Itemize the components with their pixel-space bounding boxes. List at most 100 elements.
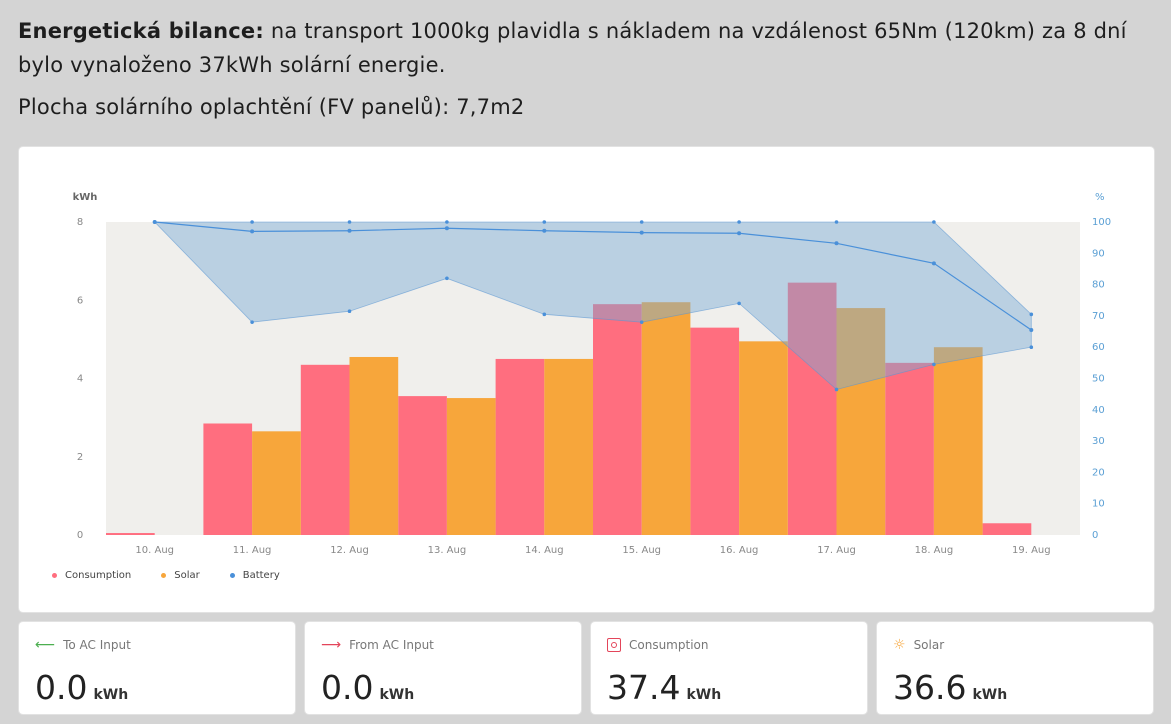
stat-from-ac-input-value: 0.0 [321,668,374,707]
stat-solar-label: Solar [913,638,945,652]
y-left-tick-4: 8 [77,217,83,228]
x-tick-2: 12. Aug [330,545,369,556]
legend-solar[interactable]: Solar [161,570,200,581]
consumption-icon [607,638,621,652]
stat-solar-header: ☼ Solar [893,638,944,652]
x-tick-3: 13. Aug [428,545,467,556]
y-right-tick-8: 80 [1092,280,1105,291]
y-right-tick-3: 30 [1092,436,1105,447]
y-left-tick-1: 2 [77,452,83,463]
bar-consumption-5 [593,304,642,535]
battery-point-4 [542,228,547,233]
y-right-tick-5: 50 [1092,374,1105,385]
stat-solar: ☼ Solar 36.6 kWh [877,622,1153,714]
battery-max-point-7 [834,220,839,224]
y-right-tick-10: 100 [1092,217,1111,228]
stat-from-ac-input-value-row: 0.0 kWh [321,668,414,707]
x-tick-8: 18. Aug [915,545,954,556]
stat-consumption-header: Consumption [607,638,708,652]
battery-min-point-8 [932,362,936,367]
chart-card: 0 2 4 6 8 kWh 0 10 20 30 40 50 60 70 80 90 100% 10. Aug 11… [19,147,1154,612]
battery-point-5 [639,230,644,235]
bar-solar-5 [641,302,691,535]
x-tick-6: 16. Aug [720,545,759,556]
y-right-tick-4: 40 [1092,405,1105,416]
battery-line [154,221,1032,331]
battery-min-point-7 [834,387,839,392]
battery-point-6 [737,231,742,236]
stat-to-ac-input: ⟵ To AC Input 0.0 kWh [19,622,295,714]
battery-max-point-8 [932,220,936,224]
legend-solar-dot [161,573,167,578]
bar-solar-2 [349,356,399,535]
stat-consumption-unit: kWh [686,687,722,703]
battery-min-point-3 [445,276,449,281]
bar-consumption-2 [300,364,350,535]
stat-to-ac-input-unit: kWh [93,687,129,703]
battery-max-point-4 [542,220,547,224]
y-right-tick-7: 70 [1092,311,1105,322]
x-tick-1: 11. Aug [233,545,272,556]
sun-icon: ☼ [893,637,906,653]
legend-consumption-dot [52,573,57,578]
y-right-tick-0: 0 [1092,530,1098,541]
arrow-left-icon: ⟵ [35,637,56,653]
y-right-tick-6: 60 [1092,342,1105,353]
x-tick-9: 19. Aug [1012,545,1051,556]
legend-battery[interactable]: Battery [229,570,280,581]
bar-consumption-9 [982,523,1032,535]
y-left-tick-3: 6 [77,295,83,306]
battery-max-point-1 [250,220,254,224]
battery-point-1 [250,229,255,234]
battery-min-point-1 [250,320,254,324]
bar-solar-8 [933,347,983,535]
stat-solar-unit: kWh [972,687,1008,703]
x-tick-4: 14. Aug [525,545,564,556]
y-right-tick-9: 90 [1092,248,1105,259]
arrow-right-icon: ⟶ [321,637,342,653]
battery-point-2 [347,228,352,233]
stat-consumption-value: 37.4 [607,668,681,707]
stat-from-ac-input-label: From AC Input [349,638,434,652]
legend-consumption[interactable]: Consumption [52,570,131,581]
bar-solar-4 [544,358,593,535]
intro-line-1: Energetická bilance: na transport 1000kg… [18,14,1158,82]
intro-line-2: Plocha solárního oplachtění (FV panelů):… [18,95,525,119]
bar-solar-3 [446,398,496,535]
battery-max-point-3 [445,220,449,224]
y-right-tick-1: 10 [1092,499,1105,510]
battery-min-point-6 [737,301,741,306]
stat-consumption-label: Consumption [629,638,709,652]
battery-point-9 [1029,327,1034,332]
legend-consumption-label: Consumption [65,570,132,581]
stat-from-ac-input-unit: kWh [379,687,415,703]
stat-consumption-value-row: 37.4 kWh [607,668,721,707]
stat-from-ac-input: ⟶ From AC Input 0.0 kWh [305,622,581,714]
bar-consumption-8 [885,362,934,535]
stat-solar-value: 36.6 [893,668,967,707]
battery-max-point-6 [737,220,741,224]
legend-battery-label: Battery [242,570,280,581]
y-right-axis-label: % [1095,192,1105,203]
battery-min-point-0 [152,220,157,224]
chart-legend: Consumption Solar Battery [52,570,280,581]
legend-solar-label: Solar [174,570,200,581]
y-right-tick-2: 20 [1092,467,1105,478]
battery-point-3 [444,226,449,231]
battery-min-point-5 [639,320,644,324]
intro-text: Energetická bilance: na transport 1000kg… [18,14,1158,124]
stat-to-ac-input-header: ⟵ To AC Input [35,638,131,652]
bar-consumption-1 [203,423,253,535]
y-left-tick-2: 4 [77,374,83,385]
bar-consumption-0 [106,533,155,535]
bar-consumption-4 [495,358,545,535]
battery-max-point-9 [1029,312,1034,317]
y-left-axis-label: kWh [73,192,98,203]
bar-consumption-6 [690,327,740,535]
intro-bold-label: Energetická bilance: [18,19,264,43]
battery-max-point-2 [347,220,352,224]
x-tick-7: 17. Aug [817,545,856,556]
battery-point-7 [834,241,839,246]
battery-min-point-9 [1029,345,1034,349]
y-left-tick-0: 0 [77,530,83,541]
